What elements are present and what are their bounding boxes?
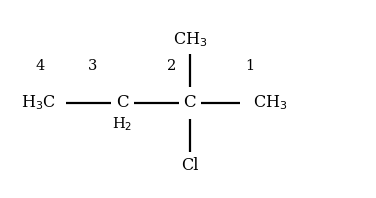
Text: 4: 4 xyxy=(35,59,45,73)
Text: H$_2$: H$_2$ xyxy=(112,116,133,133)
Text: H$_3$C: H$_3$C xyxy=(21,94,56,112)
Text: Cl: Cl xyxy=(181,157,199,174)
Text: C: C xyxy=(183,94,196,111)
Text: 2: 2 xyxy=(167,59,176,73)
Text: 3: 3 xyxy=(88,59,97,73)
Text: CH$_3$: CH$_3$ xyxy=(173,31,207,49)
Text: CH$_3$: CH$_3$ xyxy=(253,94,288,112)
Text: 1: 1 xyxy=(245,59,255,73)
Text: C: C xyxy=(116,94,129,111)
